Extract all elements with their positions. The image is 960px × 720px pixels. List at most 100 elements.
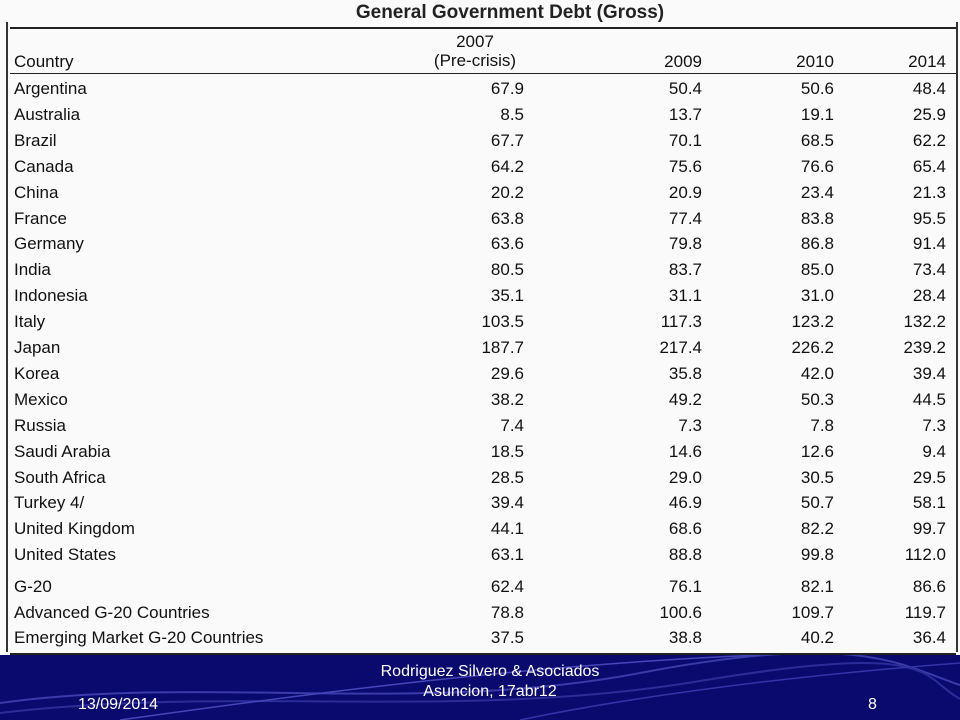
country-cell: Korea <box>14 363 60 383</box>
value-cell: 31.0 <box>800 286 834 306</box>
value-cell: 65.4 <box>912 156 946 176</box>
value-cell: 50.7 <box>800 493 834 513</box>
value-cell: 217.4 <box>659 338 702 357</box>
country-cell: Germany <box>14 234 84 254</box>
slide-content: General Government Debt (Gross) Country … <box>6 2 958 655</box>
country-cell: Turkey 4/ <box>14 493 85 513</box>
table-row: Russia 7.4 7.3 7.8 7.3 <box>14 414 946 438</box>
header-2007-note: (Pre-crisis) <box>433 51 517 70</box>
value-cell: 79.8 <box>668 234 702 254</box>
value-cell: 7.3 <box>922 415 946 435</box>
value-cell: 23.4 <box>800 182 834 202</box>
value-cell: 58.1 <box>912 493 946 513</box>
bottom-rule <box>10 653 956 655</box>
value-cell: 62.4 <box>490 577 524 597</box>
value-cell: 35.1 <box>490 286 524 306</box>
table-row: Japan 187.7 217.4 226.2 239.2 <box>14 336 946 360</box>
value-cell: 63.1 <box>490 545 524 565</box>
table-row: Indonesia 35.1 31.1 31.0 28.4 <box>14 284 946 308</box>
value-cell: 31.1 <box>668 286 702 306</box>
value-cell: 123.2 <box>791 312 834 332</box>
value-cell: 39.4 <box>912 363 946 383</box>
country-cell: United States <box>14 545 117 565</box>
value-cell: 36.4 <box>912 628 946 648</box>
table-row: Advanced G-20 Countries 78.8 100.6 109.7 119… <box>14 601 946 625</box>
value-cell: 20.9 <box>668 182 702 202</box>
value-cell: 86.8 <box>800 234 834 254</box>
table-right-border <box>956 22 958 652</box>
value-cell: 19.1 <box>800 104 834 124</box>
value-cell: 88.8 <box>668 545 702 565</box>
value-cell: 20.2 <box>490 182 524 202</box>
value-cell: 38.2 <box>490 389 524 409</box>
table-row: China 20.2 20.9 23.4 21.3 <box>14 181 946 205</box>
footer-location: Asuncion, 17abr12 <box>423 683 557 700</box>
country-cell: United Kingdom <box>14 519 135 539</box>
value-cell: 83.8 <box>800 208 834 228</box>
slide-footer: 13/09/2014 Rodriguez Silvero & Asociados… <box>0 655 960 720</box>
value-cell: 40.2 <box>800 628 834 648</box>
country-cell: Mexico <box>14 389 68 409</box>
value-cell: 13.7 <box>668 104 702 124</box>
country-cell: India <box>14 260 51 280</box>
value-cell: 9.4 <box>922 441 946 461</box>
value-cell: 39.4 <box>490 493 524 513</box>
value-cell: 91.4 <box>912 234 946 254</box>
country-cell: Russia <box>14 415 66 435</box>
value-cell: 103.5 <box>481 312 524 332</box>
value-cell: 29.0 <box>668 467 702 487</box>
value-cell: 8.5 <box>500 104 524 124</box>
country-cell: China <box>14 182 59 202</box>
value-cell: 44.5 <box>912 389 946 409</box>
value-cell: 99.8 <box>800 545 834 565</box>
value-cell: 132.2 <box>903 312 946 332</box>
value-cell: 50.4 <box>668 79 702 98</box>
value-cell: 7.8 <box>810 415 834 435</box>
table-row: Mexico 38.2 49.2 50.3 44.5 <box>14 388 946 412</box>
header-2010: 2010 <box>796 52 834 71</box>
value-cell: 70.1 <box>668 130 702 150</box>
value-cell: 29.6 <box>490 363 524 383</box>
value-cell: 100.6 <box>659 602 702 622</box>
value-cell: 49.2 <box>668 389 702 409</box>
value-cell: 50.6 <box>800 79 834 98</box>
value-cell: 25.9 <box>912 104 946 124</box>
value-cell: 83.7 <box>668 260 702 280</box>
value-cell: 68.6 <box>668 519 702 539</box>
table-row: Turkey 4/39.4 46.9 50.7 58.1 <box>14 491 946 515</box>
table-row: France 63.8 77.4 83.8 95.5 <box>14 207 946 231</box>
header-rule <box>10 73 956 74</box>
footer-presenter: Rodriguez Silvero & Asociados Asuncion, … <box>330 662 650 702</box>
value-cell: 35.8 <box>668 363 702 383</box>
value-cell: 64.2 <box>490 156 524 176</box>
value-cell: 95.5 <box>912 208 946 228</box>
country-cell: Advanced G-20 Countries <box>14 602 210 622</box>
value-cell: 76.6 <box>800 156 834 176</box>
slide-number: 8 <box>868 696 877 713</box>
footer-swoosh-decoration <box>0 655 960 720</box>
value-cell: 76.1 <box>668 577 702 597</box>
country-cell: France <box>14 208 67 228</box>
country-cell: Emerging Market G-20 Countries <box>14 628 264 648</box>
value-cell: 63.8 <box>490 208 524 228</box>
header-2007-year: 2007 <box>456 32 494 51</box>
value-cell: 48.4 <box>912 79 946 98</box>
value-cell: 50.3 <box>800 389 834 409</box>
table-row: Argentina 67.9 50.4 50.6 48.4 <box>14 77 946 101</box>
value-cell: 75.6 <box>668 156 702 176</box>
value-cell: 109.7 <box>791 602 834 622</box>
value-cell: 7.3 <box>678 415 702 435</box>
value-cell: 38.8 <box>668 628 702 648</box>
value-cell: 42.0 <box>800 363 834 383</box>
value-cell: 226.2 <box>791 338 834 357</box>
table-row: Italy 103.5 117.3 123.2 132.2 <box>14 310 946 334</box>
table-row: Saudi Arabia 18.5 14.6 12.6 9.4 <box>14 440 946 464</box>
country-cell: Australia <box>14 104 81 124</box>
value-cell: 30.5 <box>800 467 834 487</box>
value-cell: 239.2 <box>903 338 946 357</box>
table-row: Australia 8.5 13.7 19.1 25.9 <box>14 103 946 127</box>
value-cell: 29.5 <box>912 467 946 487</box>
country-cell: G-20 <box>14 577 52 597</box>
value-cell: 7.4 <box>500 415 524 435</box>
value-cell: 67.9 <box>490 79 524 98</box>
